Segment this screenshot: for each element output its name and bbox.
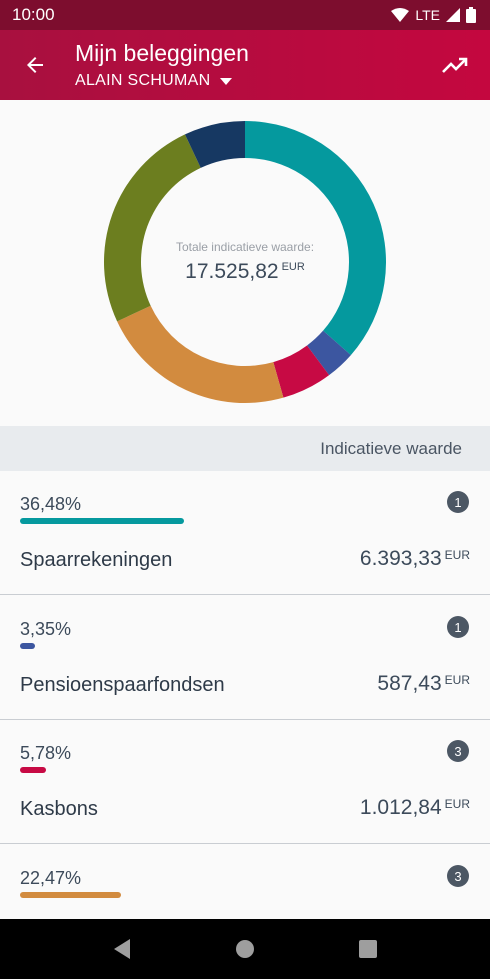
list-item[interactable]: 3,35% 1 Pensioenspaarfondsen 587,43 EUR (0, 596, 490, 720)
row-amount: 1.012,84 EUR (360, 796, 470, 820)
square-recents-icon (359, 940, 378, 958)
total-value: 17.525,82 EUR (145, 260, 345, 284)
row-bar (20, 643, 36, 649)
status-icons: LTE (391, 7, 476, 23)
row-amount-value: 6.393,33 (359, 547, 442, 570)
signal-icon (446, 8, 460, 22)
list-item[interactable]: 5,78% 3 Kasbons 1.012,84 EUR (0, 720, 490, 844)
donut-slice-4[interactable] (104, 134, 201, 322)
status-bar: 10:00 LTE (0, 0, 490, 30)
row-amount: 587,43 EUR (377, 672, 470, 696)
system-nav-bar (0, 919, 490, 979)
list-header: Indicatieve waarde (0, 426, 490, 471)
total-currency: EUR (281, 261, 305, 273)
donut-slice-5[interactable] (184, 121, 245, 168)
row-percent: 3,35% (20, 619, 72, 639)
nav-home-button[interactable] (225, 929, 265, 969)
status-time: 10:00 (12, 5, 55, 24)
back-button[interactable] (20, 50, 50, 80)
donut-slice-0[interactable] (245, 121, 386, 356)
total-amount: 17.525,82 (185, 260, 279, 283)
donut-chart (104, 121, 386, 403)
row-count-badge: 3 (447, 740, 469, 762)
row-count-badge: 1 (447, 616, 469, 638)
donut-slice-1[interactable] (307, 330, 351, 376)
row-name: Spaarrekeningen (20, 549, 173, 571)
row-bar (20, 518, 185, 524)
nav-recents-button[interactable] (348, 929, 388, 969)
account-selector[interactable]: ALAIN SCHUMAN (75, 72, 233, 90)
row-currency: EUR (444, 797, 470, 811)
app-bar: Mijn beleggingen ALAIN SCHUMAN (0, 30, 490, 100)
total-label: Totale indicatieve waarde: (175, 240, 315, 254)
row-bar (20, 892, 122, 898)
row-amount: 6.393,33 EUR (360, 547, 470, 571)
row-percent: 22,47% (20, 868, 82, 888)
arrow-left-icon (27, 57, 43, 73)
row-amount-value: 587,43 (377, 672, 442, 695)
page-title: Mijn beleggingen (75, 40, 249, 66)
wifi-icon (391, 8, 410, 22)
caret-down-icon (220, 77, 233, 85)
row-amount-value: 1.012,84 (359, 796, 442, 819)
row-currency: EUR (444, 673, 470, 687)
trend-button[interactable] (440, 52, 470, 78)
row-bar (20, 767, 46, 773)
list-header-label: Indicatieve waarde (320, 438, 462, 458)
chart-area: Totale indicatieve waarde: 17.525,82 EUR (0, 100, 490, 426)
row-count-badge: 1 (447, 491, 469, 513)
row-percent: 36,48% (20, 494, 82, 514)
circle-home-icon (235, 940, 254, 958)
network-type: LTE (415, 7, 440, 23)
row-count-badge: 3 (447, 865, 469, 887)
trending-up-icon (442, 57, 468, 73)
donut-slice-3[interactable] (117, 305, 284, 403)
list-item[interactable]: 36,48% 1 Spaarrekeningen 6.393,33 EUR (0, 471, 490, 595)
account-name: ALAIN SCHUMAN (75, 72, 211, 89)
row-name: Kasbons (20, 798, 98, 820)
row-name: Pensioenspaarfondsen (20, 674, 225, 696)
battery-icon (466, 7, 476, 23)
row-percent: 5,78% (20, 743, 72, 763)
triangle-back-icon (113, 939, 130, 959)
donut-slice-2[interactable] (273, 345, 330, 398)
row-currency: EUR (444, 548, 470, 562)
nav-back-button[interactable] (102, 929, 142, 969)
